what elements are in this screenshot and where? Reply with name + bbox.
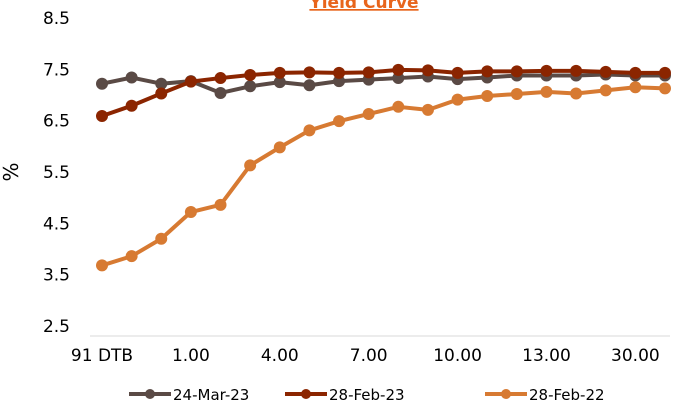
data-point [273,76,286,89]
data-point [96,259,108,272]
data-point [659,82,671,95]
data-point [481,65,494,78]
x-tick-label: 10.00 [433,346,482,366]
legend-item: 28-Feb-23 [285,386,405,404]
chart-title: Yield Curve [308,0,418,13]
series-line [101,85,666,268]
data-point [629,66,642,79]
data-point [362,66,375,79]
x-tick-label: 4.00 [261,346,299,366]
data-point [303,79,316,92]
data-point [421,103,434,116]
data-point [540,85,553,98]
data-point [155,87,168,100]
data-point [125,250,138,263]
data-point [362,107,375,120]
x-tick-label: 91 DTB [71,346,133,366]
legend-label: 24-Mar-23 [173,386,249,404]
data-point [599,84,612,97]
data-point [392,63,405,76]
data-point [244,68,257,81]
series-28-feb-23 [96,63,671,123]
y-axis-ticks: 2.5 3.5 4.5 5.5 6.5 7.5 8.5 [43,9,70,337]
legend-item: 24-Mar-23 [129,386,249,404]
data-point [659,66,671,79]
data-point [273,141,286,154]
x-tick-label: 13.00 [522,346,571,366]
data-point [214,198,227,211]
data-point [629,81,642,94]
data-point [303,124,316,137]
y-tick-label: 6.5 [43,112,70,132]
data-point [214,72,227,85]
legend-item: 28-Feb-22 [485,386,605,404]
y-tick-label: 4.5 [43,214,70,234]
data-point [451,66,464,79]
data-point [96,77,108,90]
data-point [184,75,197,88]
data-point [333,66,346,79]
data-point [155,232,168,245]
data-point [96,110,108,123]
data-point [125,99,138,112]
data-point [481,90,494,103]
data-point [392,100,405,113]
series-28-feb-22 [96,81,671,272]
data-point [273,66,286,79]
legend-swatch-marker [501,389,511,399]
data-point [214,86,227,99]
data-point [184,206,197,219]
x-tick-label: 1.00 [172,346,210,366]
y-tick-label: 3.5 [43,266,70,286]
data-point [244,159,257,172]
x-tick-label: 7.00 [350,346,388,366]
data-point [155,77,168,90]
data-point [451,93,464,106]
data-point [303,66,316,79]
legend-label: 28-Feb-22 [529,386,605,404]
data-point [125,71,138,84]
data-point [540,64,553,77]
y-tick-label: 8.5 [43,9,70,29]
series-group [96,63,671,272]
data-point [244,80,257,93]
x-tick-label: 30.00 [611,346,660,366]
data-point [510,65,523,78]
data-point [599,65,612,78]
y-axis-label: % [0,162,23,181]
legend: 24-Mar-23 28-Feb-23 28-Feb-22 [129,386,605,404]
legend-swatch-marker [145,389,155,399]
data-point [570,64,583,77]
y-tick-label: 7.5 [43,60,70,80]
legend-label: 28-Feb-23 [329,386,405,404]
x-axis-ticks: 91 DTB 1.00 4.00 7.00 10.00 13.00 30.00 [71,346,660,366]
data-point [510,87,523,100]
data-point [570,87,583,100]
y-tick-label: 5.5 [43,163,70,183]
data-point [392,72,405,85]
data-point [421,64,434,77]
data-point [333,115,346,128]
y-tick-label: 2.5 [43,317,70,337]
legend-swatch-marker [301,389,311,399]
data-point [333,75,346,88]
